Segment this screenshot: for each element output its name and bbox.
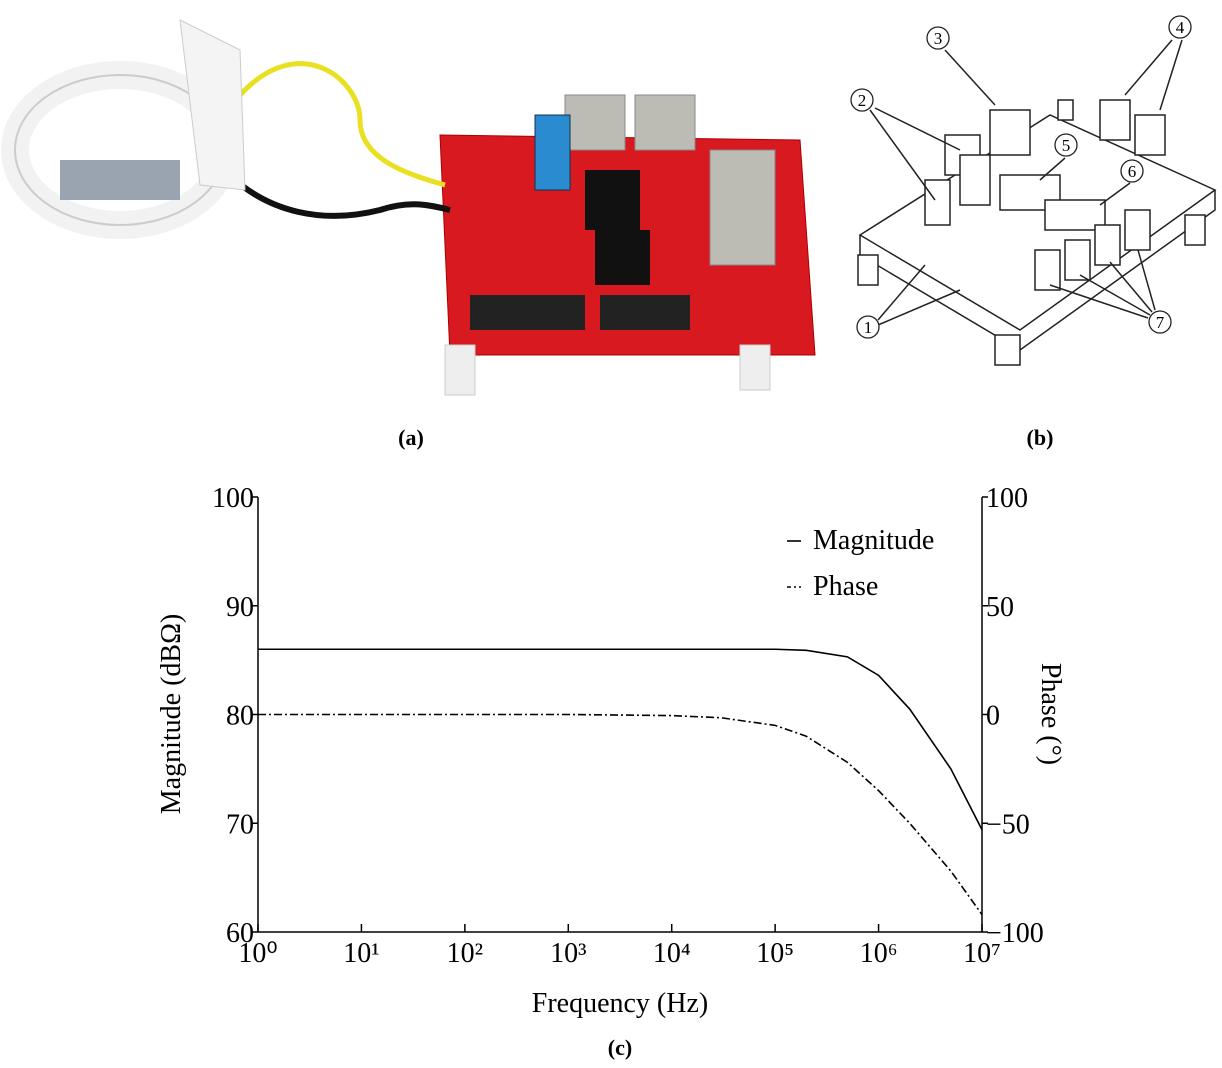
callout-number: 3 (934, 29, 943, 48)
x-tick-label: 10⁷ (963, 938, 1001, 969)
callout-number: 1 (864, 318, 873, 337)
panel-label: (c) (608, 1035, 632, 1060)
figure: (a) 1 2 3 4 5 6 7 (b) (c) Frequency (Hz) Magni… (0, 0, 1222, 1063)
y2-tick-label: 0 (986, 701, 1000, 732)
legend-label: Magnitude (813, 525, 934, 556)
y2-axis-label: Phase (°) (1035, 663, 1066, 765)
legend-label: Phase (813, 571, 878, 602)
y2-tick-label: 50 (986, 592, 1014, 623)
x-tick-label: 10² (447, 938, 483, 969)
y-tick-label: 70 (226, 809, 254, 840)
y-tick-label: 80 (226, 701, 254, 732)
series-line (258, 715, 982, 915)
x-tick-label: 10³ (550, 938, 586, 969)
y-tick-label: 100 (212, 483, 254, 514)
y-tick-label: 90 (226, 592, 254, 623)
panel-label: (b) (1027, 425, 1054, 450)
x-tick-label: 10¹ (343, 938, 379, 969)
series-line (258, 649, 982, 830)
x-tick-label: 10⁵ (756, 938, 794, 969)
x-tick-label: 10⁰ (238, 938, 277, 969)
y-axis-label: Magnitude (dBΩ) (156, 614, 187, 814)
y2-tick-label: −50 (986, 809, 1030, 840)
callout-number: 5 (1062, 136, 1071, 155)
callout-number: 7 (1156, 313, 1165, 332)
panel-label: (a) (398, 425, 424, 450)
callout-number: 4 (1176, 18, 1185, 37)
x-tick-label: 10⁶ (860, 938, 898, 969)
x-tick-label: 10⁴ (653, 938, 691, 969)
y2-tick-label: 100 (986, 483, 1028, 514)
callout-number: 2 (858, 91, 867, 110)
x-axis-label: Frequency (Hz) (532, 988, 708, 1019)
callout-number: 6 (1128, 162, 1137, 181)
photo-a (0, 0, 830, 410)
